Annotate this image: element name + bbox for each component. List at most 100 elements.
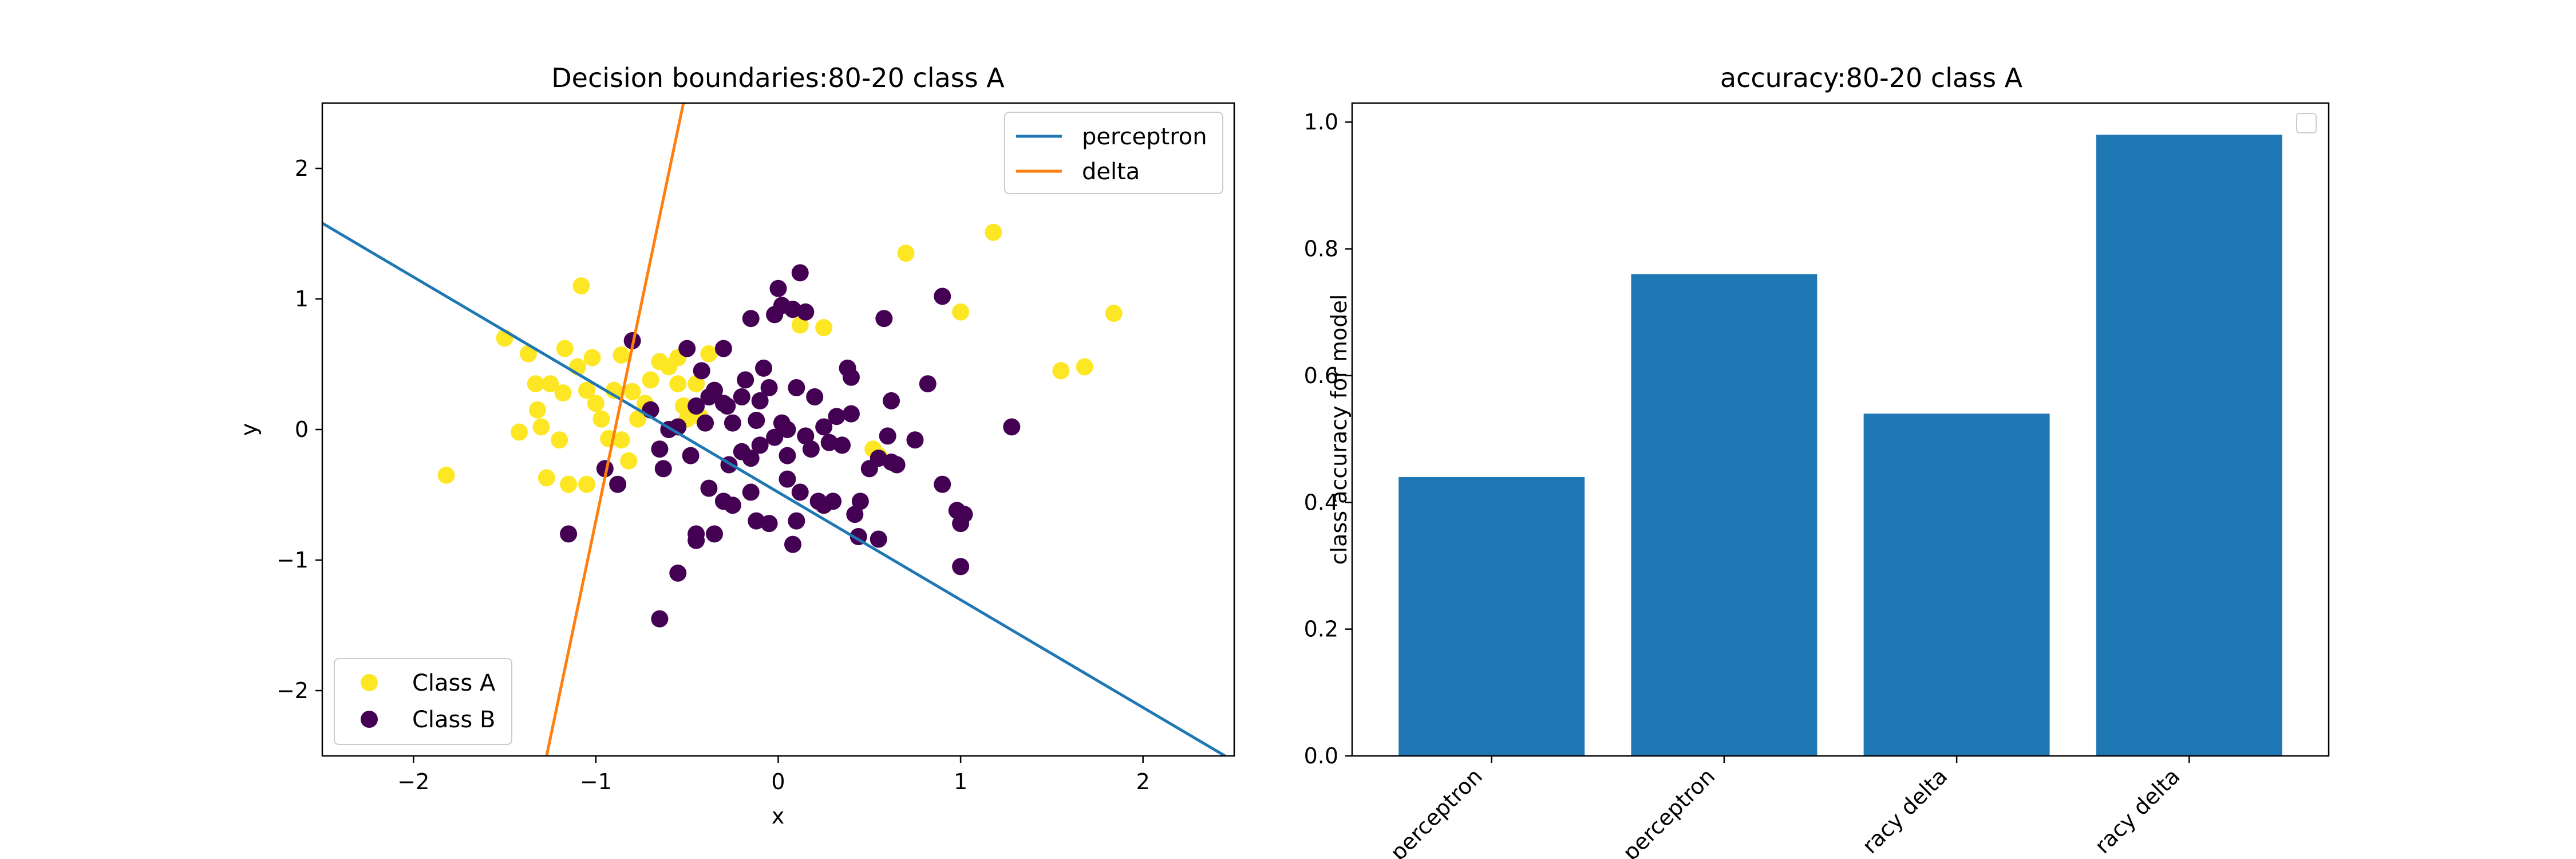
class-a-point <box>528 401 546 419</box>
class-b-point <box>693 362 710 380</box>
bars <box>1398 135 2282 756</box>
class-b-point <box>791 483 809 501</box>
class-a-point <box>1052 362 1070 380</box>
bar-ytick-label: 1.0 <box>1304 109 1338 135</box>
class-b-point <box>820 434 838 451</box>
class-a-point <box>578 381 595 399</box>
class-b-point <box>651 610 669 628</box>
class-b-point <box>688 531 705 549</box>
class-b-point <box>1003 418 1021 436</box>
scatter-ticks: −2 −1 0 1 2 −2 −1 0 1 2 <box>276 156 1150 794</box>
class-b-point <box>609 475 627 493</box>
perceptron-boundary-line <box>322 222 1226 756</box>
class-a-point <box>572 277 590 295</box>
bar-ylabel: class accuracy for model <box>1326 294 1352 565</box>
class-b-point <box>888 456 906 474</box>
legend-delta-label: delta <box>1082 159 1140 185</box>
scatter-xtick-label: 2 <box>1136 769 1150 794</box>
class-a-point <box>592 410 610 428</box>
legend-class-a-label: Class A <box>412 670 496 696</box>
class-b-point <box>742 310 760 328</box>
class-b-point <box>688 397 705 415</box>
bar-ytick-label: 0.6 <box>1304 363 1338 388</box>
class-b-point <box>742 450 760 467</box>
legend-class-a-marker <box>361 674 378 691</box>
scatter-panel: Decision boundaries:80-20 class A −2 −1 0 1… <box>236 62 1235 829</box>
class-b-point <box>760 379 778 397</box>
class-a-point <box>791 316 809 334</box>
class-b-point <box>788 512 805 530</box>
class-a-point <box>578 475 595 493</box>
class-b-point <box>766 428 784 446</box>
classes-legend-box <box>334 658 512 745</box>
class-b-point <box>651 440 669 458</box>
lines-legend: perceptron delta <box>1004 112 1223 194</box>
class-b-point <box>934 475 951 493</box>
class-b-point <box>718 397 736 415</box>
class-a-point <box>897 245 915 262</box>
class-a-point <box>700 345 718 362</box>
class-a-point <box>511 423 528 441</box>
class-a-point <box>669 375 687 393</box>
class-a-point <box>1076 358 1093 376</box>
bar <box>1631 274 1818 756</box>
scatter-ytick-label: 0 <box>295 417 309 442</box>
class-b-point <box>846 506 864 523</box>
class-b-point <box>784 301 801 318</box>
class-a-point <box>538 469 555 487</box>
class-a-point <box>556 340 574 357</box>
class-a-point <box>587 395 605 412</box>
boundary-lines <box>322 103 1226 756</box>
class-a-point <box>532 418 550 436</box>
class-b-point <box>791 264 809 282</box>
delta-boundary-line <box>545 103 685 756</box>
scatter-ytick-label: 1 <box>295 286 309 312</box>
class-b-point <box>733 388 750 405</box>
bar-title: accuracy:80-20 class A <box>1720 62 2023 93</box>
class-a-point <box>542 375 559 393</box>
class-b-point <box>784 535 801 553</box>
class-b-point <box>870 530 887 548</box>
class-b-point <box>697 414 714 432</box>
class-a-point <box>642 371 659 389</box>
class-a-point <box>605 381 623 399</box>
scatter-xtick-label: −1 <box>580 769 612 794</box>
bar <box>2096 135 2282 756</box>
class-a-point <box>613 346 630 364</box>
class-b-point <box>724 414 741 432</box>
bar <box>1398 477 1585 756</box>
class-a-point <box>583 349 601 367</box>
bar-legend-box <box>2296 113 2317 133</box>
class-b-point <box>919 375 937 393</box>
class-b-point <box>700 479 718 497</box>
scatter-axes-frame <box>321 102 1235 757</box>
class-a-point <box>815 319 833 337</box>
legend-perceptron-label: perceptron <box>1082 124 1207 150</box>
scatter-points <box>437 223 1123 628</box>
bar-ytick-label: 0.2 <box>1304 617 1338 642</box>
scatter-title: Decision boundaries:80-20 class A <box>551 62 1005 93</box>
class-a-point <box>613 431 630 449</box>
class-a-point <box>1105 305 1123 322</box>
bar-ytick-label: 0.8 <box>1304 237 1338 262</box>
class-b-point <box>875 310 893 328</box>
class-b-point <box>828 408 846 425</box>
class-b-point <box>596 460 614 478</box>
class-b-point <box>906 431 924 449</box>
class-b-point <box>748 512 765 530</box>
classes-legend: Class A Class B <box>334 658 512 745</box>
class-b-point <box>669 564 687 582</box>
class-b-point <box>755 359 773 377</box>
class-b-point <box>815 497 833 514</box>
class-b-point <box>737 371 754 389</box>
class-b-point <box>769 279 787 297</box>
scatter-ylabel: y <box>236 423 262 436</box>
class-b-point <box>802 440 820 458</box>
scatter-ytick-label: 2 <box>295 156 309 181</box>
class-b-point <box>682 447 700 464</box>
bar <box>1863 413 2050 756</box>
class-b-point <box>678 340 696 357</box>
class-b-point <box>815 418 833 436</box>
class-a-point <box>623 383 641 400</box>
class-b-point <box>779 421 796 438</box>
